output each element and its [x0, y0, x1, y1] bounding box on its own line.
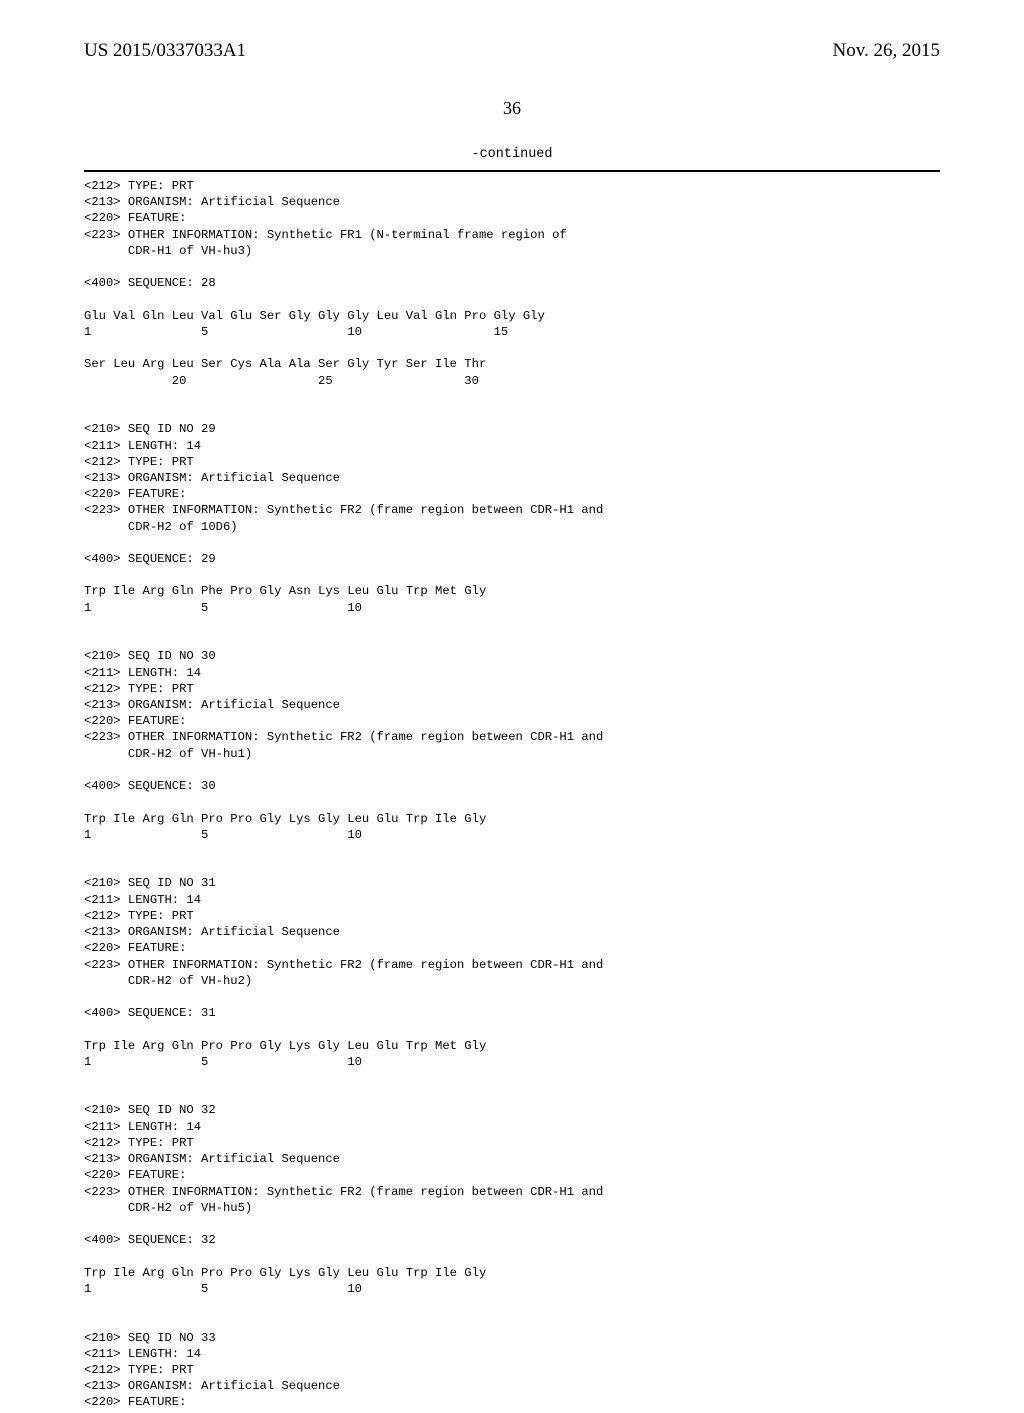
sequence-listing: <212> TYPE: PRT <213> ORGANISM: Artifici…: [84, 174, 940, 1413]
publication-date: Nov. 26, 2015: [833, 40, 941, 62]
publication-number: US 2015/0337033A1: [84, 40, 246, 62]
rule-top: [84, 170, 940, 172]
page-header: US 2015/0337033A1 Nov. 26, 2015: [84, 40, 940, 62]
continued-label: -continued: [84, 147, 940, 162]
page-number: 36: [84, 98, 940, 119]
